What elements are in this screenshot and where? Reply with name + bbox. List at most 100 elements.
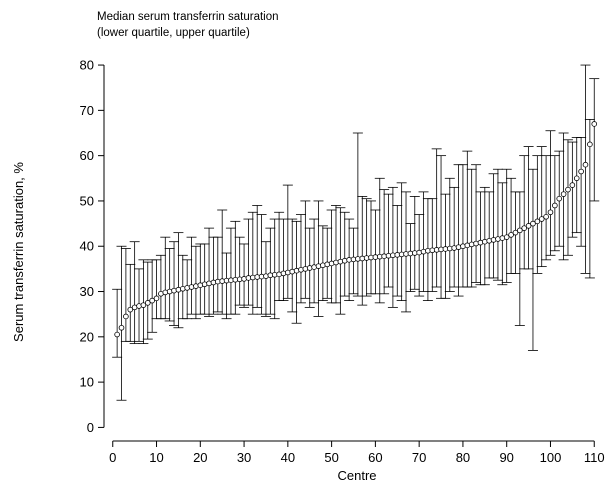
chart-subtitle-line-1: Median serum transferrin saturation	[97, 11, 279, 23]
median-point	[573, 175, 580, 182]
median-point	[508, 232, 514, 238]
median-point	[328, 260, 335, 267]
median-point	[455, 244, 462, 250]
median-point	[512, 229, 519, 236]
median-point	[285, 269, 291, 276]
median-point	[486, 238, 492, 244]
median-point	[263, 273, 269, 279]
error-bar	[160, 236, 171, 320]
error-bar	[155, 254, 166, 320]
error-bar	[449, 186, 460, 288]
chart-subtitle-line-2: (lower quartile, upper quartile)	[97, 27, 250, 39]
y-tick-label: 30	[80, 284, 94, 299]
error-bar	[357, 196, 368, 306]
median-point	[241, 276, 247, 282]
median-point	[118, 324, 125, 331]
median-point	[166, 288, 173, 295]
median-point	[341, 257, 348, 264]
median-point	[136, 303, 142, 309]
median-point	[140, 302, 147, 308]
error-bar	[129, 241, 140, 345]
error-bar	[269, 218, 280, 320]
error-bar	[383, 193, 394, 288]
x-tick-label: 10	[149, 450, 163, 465]
error-bar	[366, 200, 377, 295]
error-bar	[313, 200, 324, 317]
error-bar	[387, 186, 398, 308]
error-bar	[484, 191, 495, 279]
error-bar	[409, 196, 420, 290]
y-tick-label: 70	[80, 103, 94, 118]
median-point	[565, 186, 571, 193]
y-tick-label: 10	[80, 375, 94, 390]
error-bar	[151, 259, 162, 320]
error-bar	[506, 177, 517, 274]
y-axis-ticks: 0 10 20 30 40 50 60 70 80	[80, 58, 104, 435]
error-bar	[173, 232, 184, 329]
median-point	[298, 266, 304, 273]
median-point	[517, 227, 523, 234]
y-tick-label: 80	[80, 58, 94, 73]
median-point	[184, 285, 190, 291]
median-point	[123, 313, 129, 320]
median-point	[206, 280, 212, 287]
error-bar	[361, 198, 372, 297]
error-bar	[462, 150, 473, 288]
x-tick-label: 50	[324, 450, 338, 465]
error-bar	[431, 148, 442, 288]
median-point	[477, 239, 484, 246]
x-tick-label: 90	[499, 450, 513, 465]
error-bar	[125, 263, 136, 342]
median-point	[451, 245, 457, 251]
error-bar	[212, 236, 223, 313]
median-point	[179, 286, 186, 292]
median-point	[171, 287, 177, 294]
error-bar	[567, 141, 578, 238]
median-point	[320, 262, 326, 269]
median-point	[460, 243, 466, 250]
error-bar	[519, 155, 530, 270]
median-point	[490, 237, 497, 243]
error-bar	[352, 132, 363, 297]
median-point	[306, 265, 313, 271]
error-bar	[536, 146, 547, 268]
error-bar	[501, 168, 512, 283]
error-bar	[453, 164, 464, 297]
median-point	[552, 202, 558, 209]
median-point	[416, 249, 422, 256]
median-point	[499, 235, 506, 241]
median-point	[293, 267, 300, 274]
error-bar	[239, 243, 250, 308]
error-bar	[492, 168, 503, 281]
error-bar	[326, 209, 337, 304]
error-bar	[589, 78, 600, 202]
median-point	[315, 263, 322, 269]
x-tick-label: 30	[237, 450, 251, 465]
error-bar	[330, 205, 341, 304]
median-point	[276, 271, 282, 278]
error-bar	[186, 236, 197, 315]
error-bar	[204, 227, 215, 317]
error-bar	[405, 223, 416, 292]
median-point	[289, 268, 296, 275]
error-bar	[488, 173, 499, 279]
median-point	[582, 161, 589, 168]
median-point	[482, 238, 488, 245]
error-bar	[497, 182, 508, 286]
error-bar	[243, 218, 254, 306]
error-bar	[527, 168, 538, 351]
error-bar	[444, 177, 455, 292]
x-tick-label: 100	[540, 450, 562, 465]
y-tick-label: 60	[80, 148, 94, 163]
error-bar	[138, 259, 149, 345]
median-point	[556, 195, 563, 202]
median-point	[495, 236, 501, 242]
error-bar	[221, 252, 232, 320]
error-bar	[475, 191, 486, 286]
median-point	[547, 209, 554, 216]
median-point	[538, 216, 545, 222]
error-bar	[234, 236, 245, 306]
error-bar	[252, 205, 263, 308]
error-bar	[287, 218, 298, 313]
